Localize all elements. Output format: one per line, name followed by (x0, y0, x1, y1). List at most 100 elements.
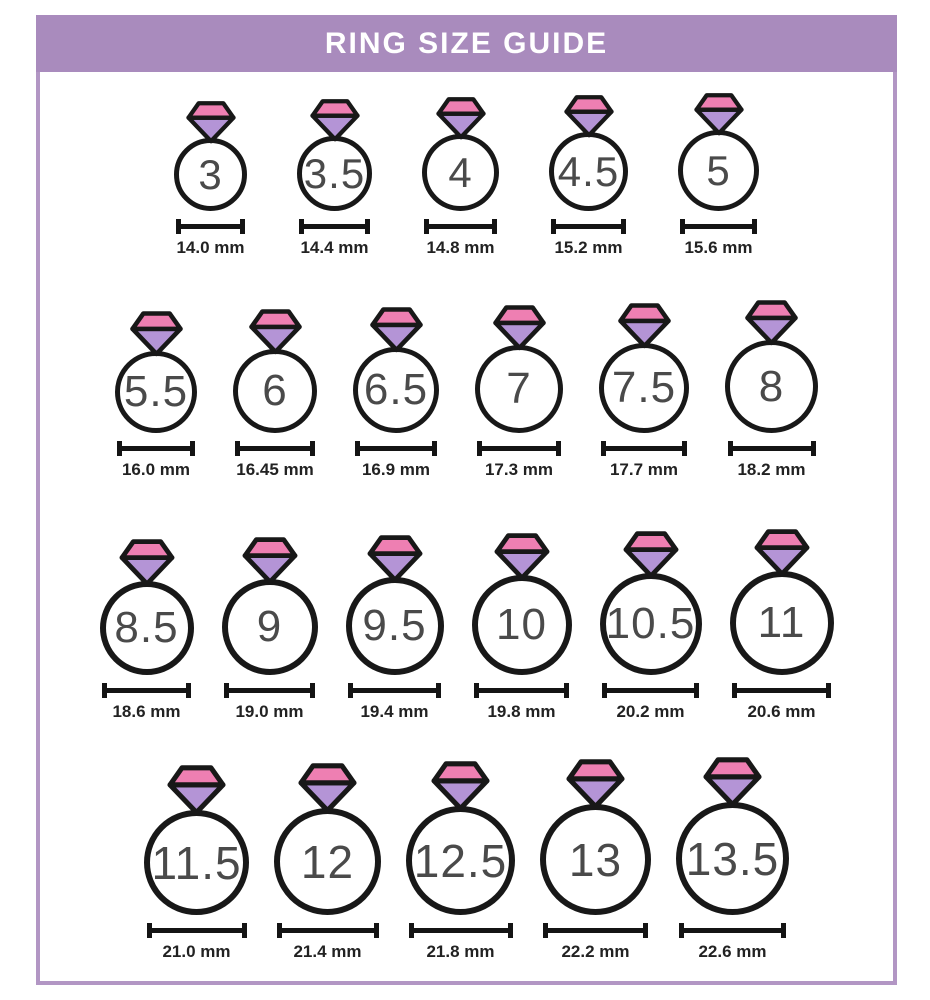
diameter-label: 20.6 mm (747, 702, 816, 721)
diameter-measure-line (117, 441, 195, 456)
diamond-icon (119, 539, 174, 587)
ring-circle: 7.5 (599, 343, 689, 433)
ring-circle: 9.5 (345, 577, 444, 675)
ring-size-label: 6 (262, 366, 288, 415)
diamond-icon (248, 309, 302, 355)
ring-size-widget: 10.5 20.2 mm (592, 530, 710, 722)
diameter-label: 21.4 mm (293, 942, 362, 961)
ring-circle: 12.5 (406, 806, 515, 915)
ring-circle: 4.5 (549, 132, 628, 211)
diamond-icon (298, 763, 357, 814)
diamond-icon (693, 93, 744, 136)
ring-size-label: 10 (496, 600, 547, 649)
diamond-icon (617, 303, 671, 349)
ring-size-widget: 6 16.45 mm (225, 308, 325, 480)
diameter-label: 19.8 mm (487, 702, 556, 721)
diameter-label: 16.0 mm (121, 460, 191, 479)
ring-size-widget: 8.5 18.6 mm (92, 538, 202, 722)
diamond-icon (623, 531, 678, 579)
ring-size-widget: 6.5 16.9 mm (345, 306, 447, 480)
ring-size-widget: 10 19.8 mm (464, 532, 580, 722)
diamond-icon (367, 535, 422, 583)
ring-size-widget: 13 22.2 mm (532, 758, 659, 962)
diameter-label: 20.2 mm (616, 702, 685, 721)
diameter-measure-line (224, 683, 315, 698)
diameter-measure-line (424, 219, 497, 234)
ring-size-label: 11.5 (151, 836, 242, 889)
diamond-icon (563, 95, 614, 138)
diameter-label: 19.4 mm (360, 702, 429, 721)
ring-circle: 5.5 (115, 351, 197, 433)
diameter-measure-line (299, 219, 370, 234)
ring-row-4: 11.5 21.0 mm 12 21.4 mm 12.5 21.8 mm 13 22.2 mm… (36, 756, 897, 962)
ring-size-label: 7.5 (611, 363, 677, 412)
ring-size-widget: 3.5 14.4 mm (289, 98, 380, 258)
ring-size-widget: 12 21.4 mm (266, 762, 389, 962)
diameter-measure-line (680, 219, 757, 234)
diamond-icon (242, 537, 297, 585)
ring-size-widget: 4.5 15.2 mm (541, 94, 636, 258)
ring-circle: 10.5 (599, 573, 702, 675)
ring-size-label: 9.5 (362, 601, 427, 650)
diamond-icon (185, 101, 236, 144)
diamond-icon (745, 300, 798, 346)
ring-size-widget: 9 19.0 mm (214, 536, 326, 722)
ring-size-widget: 5 15.6 mm (670, 92, 767, 258)
diameter-label: 17.3 mm (484, 460, 554, 479)
page-title: RING SIZE GUIDE (324, 26, 609, 60)
diameter-measure-line (679, 923, 786, 938)
diameter-label: 19.0 mm (235, 702, 304, 721)
diameter-measure-line (543, 923, 648, 938)
diamond-icon (167, 765, 226, 816)
ring-circle: 6.5 (353, 347, 439, 433)
diameter-label: 14.4 mm (300, 238, 369, 257)
ring-size-label: 7 (506, 364, 532, 413)
ring-circle: 8 (725, 340, 818, 433)
diameter-measure-line (235, 441, 315, 456)
diameter-measure-line (176, 219, 245, 234)
diameter-measure-line (146, 923, 247, 938)
ring-size-widget: 13.5 22.6 mm (668, 756, 797, 962)
diamond-icon (309, 99, 360, 142)
ring-size-label: 6.5 (363, 365, 429, 414)
diameter-measure-line (408, 923, 513, 938)
ring-circle: 5 (678, 130, 759, 211)
ring-size-label: 3.5 (303, 149, 366, 197)
diamond-icon (754, 529, 809, 577)
diameter-label: 18.2 mm (737, 460, 806, 479)
ring-circle: 13 (540, 804, 651, 915)
ring-circle: 10 (471, 575, 572, 675)
ring-size-label: 13 (568, 833, 623, 886)
diameter-measure-line (727, 441, 816, 456)
ring-size-label: 8 (758, 361, 785, 411)
diameter-measure-line (732, 683, 831, 698)
diameter-label: 16.9 mm (361, 460, 431, 479)
ring-size-widget: 4 14.8 mm (414, 96, 507, 258)
diamond-icon (435, 97, 486, 140)
diameter-label: 22.6 mm (698, 942, 767, 961)
diameter-measure-line (348, 683, 441, 698)
ring-size-label: 11 (757, 598, 806, 647)
ring-circle: 9 (221, 579, 318, 675)
ring-size-label: 13.5 (685, 832, 780, 885)
diamond-icon (494, 533, 549, 581)
diameter-label: 15.6 mm (684, 238, 753, 257)
ring-size-label: 5.5 (123, 367, 189, 416)
ring-circle: 11 (729, 571, 834, 675)
ring-circle: 12 (274, 808, 381, 915)
ring-size-widget: 11 20.6 mm (722, 528, 842, 722)
ring-size-widget: 12.5 21.8 mm (398, 760, 523, 962)
diameter-measure-line (102, 683, 191, 698)
diameter-label: 14.8 mm (426, 238, 495, 257)
title-banner: RING SIZE GUIDE (36, 15, 897, 72)
diameter-measure-line (602, 683, 699, 698)
diamond-icon (703, 757, 762, 808)
ring-circle: 6 (233, 349, 317, 433)
ring-size-label: 9 (256, 602, 283, 651)
diameter-label: 21.0 mm (162, 942, 231, 961)
ring-size-label: 8.5 (114, 603, 179, 652)
diamond-icon (369, 307, 423, 353)
diameter-label: 16.45 mm (236, 460, 314, 479)
ring-row-2: 5.5 16.0 mm 6 16.45 mm 6.5 16.9 mm 7 17.3 mm 7.5… (36, 299, 897, 480)
